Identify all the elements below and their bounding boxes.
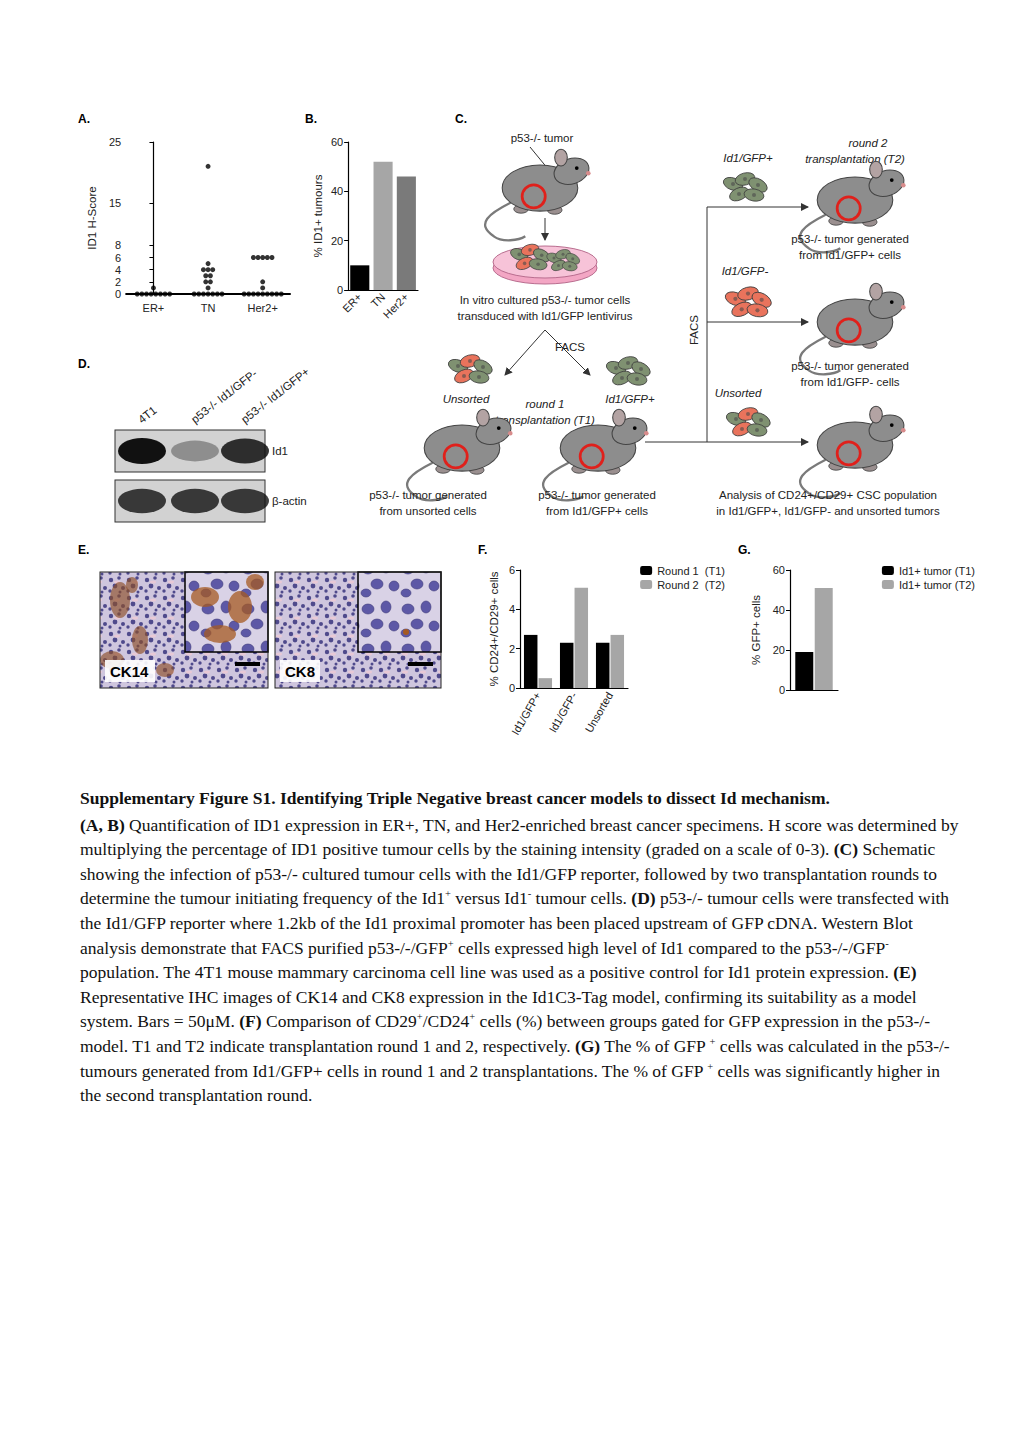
svg-text:ER+: ER+ [143, 302, 165, 314]
svg-text:E.: E. [78, 543, 89, 557]
svg-text:Id1/GFP+: Id1/GFP+ [509, 690, 543, 737]
svg-text:Id1/GFP+: Id1/GFP+ [723, 152, 773, 164]
html-text:population. The 4T1 mouse mamm: population. The 4T1 mouse mammary carcin… [80, 962, 917, 983]
svg-text:40: 40 [773, 604, 785, 616]
svg-text:0: 0 [509, 682, 515, 694]
html-text:Representative IHC images of C: Representative IHC images of CK14 and CK… [80, 986, 950, 1106]
svg-text:0: 0 [779, 684, 785, 696]
svg-text:In vitro cultured p53-/- tumor: In vitro cultured p53-/- tumor cells [460, 294, 631, 306]
svg-text:% ID1+ tumours: % ID1+ tumours [312, 174, 324, 257]
svg-text:Id1: Id1 [272, 445, 288, 457]
svg-text:p53-/- tumor: p53-/- tumor [511, 132, 574, 144]
svg-text:from Id1/GFP+ cells: from Id1/GFP+ cells [546, 505, 648, 517]
svg-text:FACS: FACS [688, 315, 700, 345]
svg-text:B.: B. [305, 112, 317, 126]
svg-text:6: 6 [115, 252, 121, 264]
svg-text:F.: F. [478, 543, 487, 557]
svg-text:4: 4 [115, 264, 121, 276]
svg-text:2: 2 [509, 643, 515, 655]
svg-text:p53-/- Id1/GFP-: p53-/- Id1/GFP- [188, 366, 260, 426]
svg-text:Her2+: Her2+ [248, 302, 278, 314]
svg-text:p53-/- tumor generated: p53-/- tumor generated [791, 233, 909, 245]
svg-text:15: 15 [109, 197, 121, 209]
svg-text:p53-/- Id1/GFP+: p53-/- Id1/GFP+ [239, 365, 312, 426]
svg-text:60: 60 [331, 136, 343, 148]
svg-text:from unsorted cells: from unsorted cells [379, 505, 476, 517]
svg-text:Round 1 (T1): Round 1 (T1) [657, 565, 725, 577]
svg-text:D.: D. [78, 357, 90, 371]
svg-text:round 2: round 2 [848, 137, 888, 149]
svg-text:0: 0 [115, 288, 121, 300]
svg-text:p53-/- tumor generated: p53-/- tumor generated [791, 360, 909, 372]
svg-text:CK14: CK14 [110, 663, 149, 680]
svg-text:from Id1/GFP+ cells: from Id1/GFP+ cells [799, 249, 901, 261]
svg-text:Id1+ tumor (T1): Id1+ tumor (T1) [899, 565, 975, 577]
svg-text:% CD24+/CD29+ cells: % CD24+/CD29+ cells [488, 571, 500, 686]
svg-text:Id1/GFP-: Id1/GFP- [547, 690, 580, 735]
svg-text:40: 40 [331, 185, 343, 197]
svg-text:Id1/GFP+: Id1/GFP+ [605, 393, 655, 405]
svg-text:Unsorted: Unsorted [443, 393, 490, 405]
svg-text:in Id1/GFP+, Id1/GFP- and unso: in Id1/GFP+, Id1/GFP- and unsorted tumor… [716, 505, 940, 517]
svg-text:2: 2 [115, 276, 121, 288]
svg-text:from Id1/GFP- cells: from Id1/GFP- cells [800, 376, 899, 388]
svg-text:Round 2 (T2): Round 2 (T2) [657, 579, 725, 591]
svg-text:60: 60 [773, 564, 785, 576]
svg-text:A.: A. [78, 112, 90, 126]
svg-text:C.: C. [455, 112, 467, 126]
svg-text:FACS: FACS [555, 341, 585, 353]
svg-text:25: 25 [109, 136, 121, 148]
svg-text:Her2+: Her2+ [381, 291, 411, 321]
svg-text:transplantation (T2): transplantation (T2) [805, 153, 905, 165]
svg-text:transplantation (T1): transplantation (T1) [495, 414, 595, 426]
svg-text:Id1+ tumor (T2): Id1+ tumor (T2) [899, 579, 975, 591]
svg-text:0: 0 [337, 284, 343, 296]
svg-text:ID1 H-Score: ID1 H-Score [86, 186, 98, 249]
svg-text:ER+: ER+ [340, 291, 364, 315]
svg-text:% GFP+ cells: % GFP+ cells [750, 595, 762, 665]
svg-text:CK8: CK8 [285, 663, 315, 680]
svg-text:G.: G. [738, 543, 751, 557]
svg-text:4: 4 [509, 603, 515, 615]
html-text:(A, B) Quantification of ID1 e: (A, B) Quantification of ID1 expression … [80, 814, 959, 958]
svg-text:Id1/GFP-: Id1/GFP- [722, 265, 769, 277]
svg-text:round 1: round 1 [525, 398, 564, 410]
svg-text:Unsorted: Unsorted [715, 387, 762, 399]
svg-text:p53-/- tumor generated: p53-/- tumor generated [369, 489, 487, 501]
svg-text:transduced with Id1/GFP lentiv: transduced with Id1/GFP lentivirus [458, 310, 633, 322]
svg-text:20: 20 [773, 644, 785, 656]
svg-text:β-actin: β-actin [272, 495, 307, 507]
svg-text:4T1: 4T1 [136, 404, 159, 426]
svg-text:6: 6 [509, 564, 515, 576]
svg-text:20: 20 [331, 235, 343, 247]
svg-text:TN: TN [368, 291, 387, 310]
svg-text:8: 8 [115, 239, 121, 251]
svg-text:Analysis of CD24+/CD29+ CSC po: Analysis of CD24+/CD29+ CSC population [719, 489, 937, 501]
svg-text:Unsorted: Unsorted [583, 690, 616, 735]
html-text:Supplementary Figure S1. Ident: Supplementary Figure S1. Identifying Tri… [80, 788, 830, 808]
svg-text:TN: TN [201, 302, 216, 314]
svg-text:p53-/- tumor generated: p53-/- tumor generated [538, 489, 656, 501]
